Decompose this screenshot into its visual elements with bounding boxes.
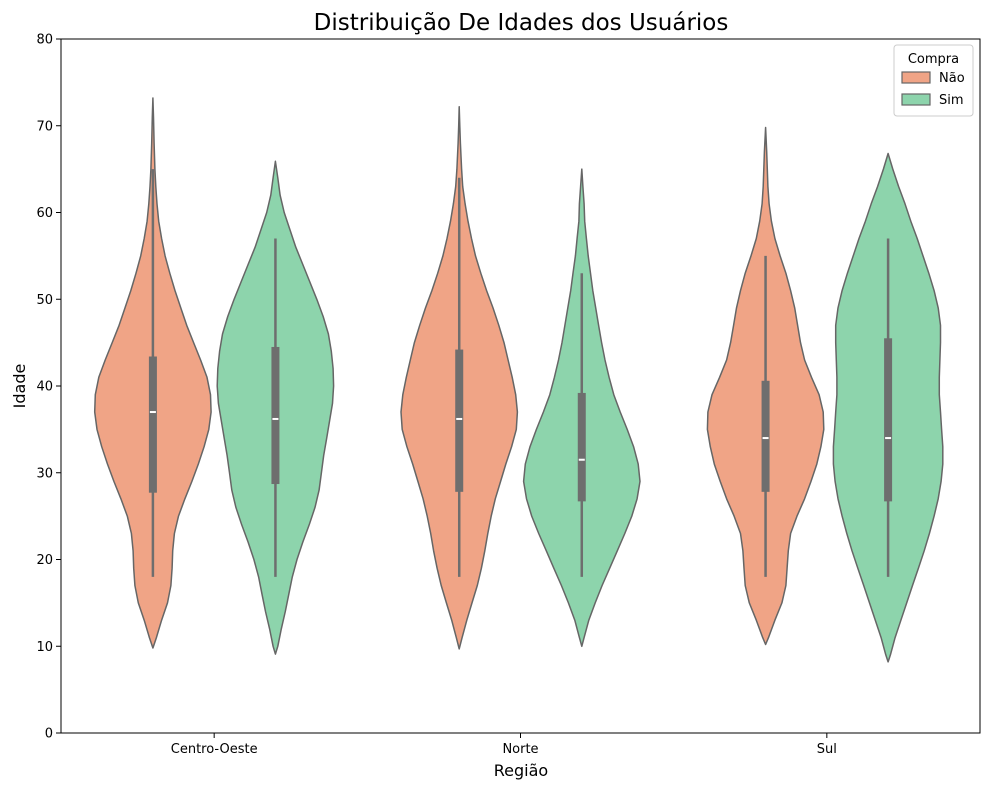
violin-iqr-box	[148, 356, 157, 493]
violin-iqr-box	[761, 380, 770, 492]
y-tick-label: 50	[36, 293, 53, 308]
x-axis-label: Região	[494, 761, 548, 780]
x-tick-label: Norte	[502, 742, 538, 757]
y-tick-label: 80	[36, 33, 53, 48]
y-axis-label: Idade	[10, 364, 29, 409]
legend-label: Sim	[939, 93, 964, 108]
legend-title: Compra	[908, 52, 959, 67]
y-tick-label: 0	[45, 727, 53, 742]
chart-title: Distribuição De Idades dos Usuários	[314, 10, 729, 36]
violins	[93, 97, 944, 663]
x-tick-label: Centro-Oeste	[171, 742, 258, 757]
x-tick-label: Sul	[817, 742, 837, 757]
legend-label: Não	[939, 71, 965, 86]
axes: 0 10 20 30 40 50 60 70 80 Centro-Oeste Norte Sul	[36, 33, 981, 757]
y-tick-label: 60	[36, 206, 53, 221]
legend-swatch	[901, 71, 931, 84]
violin-iqr-box	[884, 338, 893, 502]
violin-iqr-box	[577, 392, 586, 502]
y-tick-label: 40	[36, 380, 53, 395]
legend: Compra Não Sim	[893, 44, 974, 117]
y-tick-label: 10	[36, 640, 53, 655]
y-tick-label: 20	[36, 553, 53, 568]
legend-swatch	[901, 93, 931, 106]
violin-iqr-box	[455, 349, 464, 492]
violin-iqr-box	[271, 346, 280, 485]
y-tick-label: 30	[36, 466, 53, 481]
y-tick-label: 70	[36, 119, 53, 134]
